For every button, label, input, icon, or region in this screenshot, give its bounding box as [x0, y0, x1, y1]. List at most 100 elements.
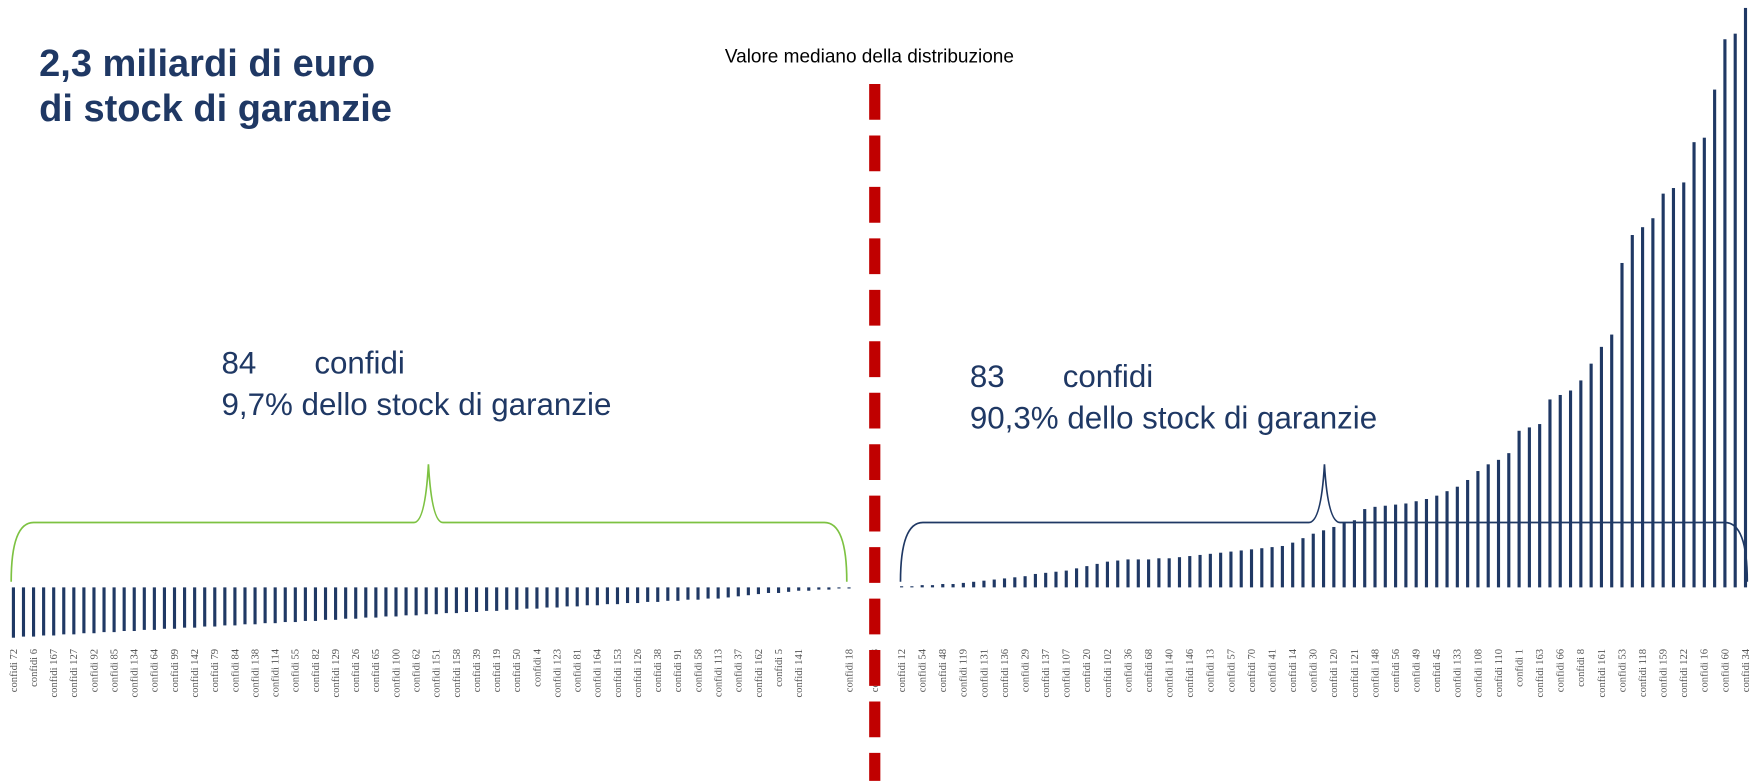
bar: [1126, 559, 1130, 588]
bar: [62, 587, 66, 635]
x-tick-label: confidi 102: [1103, 649, 1114, 698]
x-tick-label: confidi 49: [1412, 649, 1423, 692]
bar: [303, 587, 307, 621]
bar: [454, 587, 458, 614]
bar: [1054, 571, 1058, 588]
bar: [102, 587, 106, 633]
x-tick-label: confidi 123: [552, 649, 563, 698]
x-tick-label: confidi 64: [150, 648, 161, 692]
bar: [293, 587, 297, 623]
bar: [444, 587, 448, 614]
bar: [1538, 424, 1542, 588]
x-tick-label: confidi 54: [918, 648, 929, 692]
median-label: Valore mediano della distribuzione: [725, 47, 1014, 68]
bar: [1435, 495, 1439, 588]
bar: [313, 587, 318, 621]
bar: [92, 587, 96, 634]
x-tick-label: confidi 142: [190, 649, 201, 698]
bar: [736, 587, 740, 597]
bar: [636, 587, 640, 604]
annotation-label: confidi: [314, 346, 405, 381]
x-tick-label: confidi 164: [593, 648, 604, 697]
x-tick-label: confidi 158: [452, 649, 463, 698]
bar: [746, 587, 750, 596]
bar: [1671, 188, 1676, 588]
bar: [756, 587, 760, 595]
x-tick-label: confidi 29: [1020, 649, 1031, 692]
annotation-share: 90,3% dello stock di garanzie: [970, 401, 1377, 436]
x-tick-label: confidi 141: [794, 649, 805, 698]
bar: [787, 587, 791, 592]
x-tick-label: confidi 82: [311, 649, 322, 692]
x-tick-label: confidi 62: [411, 649, 422, 692]
x-tick-label: confidi 133: [1453, 649, 1464, 698]
bar: [535, 587, 539, 609]
bar: [1157, 558, 1161, 588]
bar: [132, 587, 136, 632]
bar: [323, 587, 328, 620]
bar: [797, 587, 801, 591]
x-tick-label: confidi 129: [331, 649, 342, 698]
bar: [1188, 556, 1192, 588]
bar: [344, 587, 348, 619]
x-tick-label: confidi 84: [230, 648, 241, 692]
bar: [1352, 520, 1356, 588]
bar: [1620, 262, 1624, 588]
bar: [766, 587, 771, 593]
bar: [52, 587, 56, 636]
x-tick-label: confidi 66: [1556, 649, 1567, 692]
x-tick-label: confidi 50: [512, 649, 523, 692]
bar: [930, 585, 935, 588]
x-tick-label: confidi 16: [1700, 649, 1711, 692]
bar: [1394, 504, 1398, 588]
x-tick-label: confidi 159: [1659, 649, 1670, 698]
bar: [1630, 235, 1634, 588]
x-tick-label: confidi 137: [1041, 649, 1052, 698]
bar: [223, 587, 227, 626]
bar: [1013, 577, 1017, 588]
bar: [1311, 533, 1315, 588]
x-tick-label: confidi 18: [844, 649, 855, 692]
x-tick-label: confidi 20: [1082, 649, 1093, 692]
x-tick-label: confidi 8: [1576, 649, 1587, 687]
x-tick-label: confidi 85: [109, 649, 120, 692]
x-tick-label: confidi 12: [897, 649, 908, 692]
x-tick-label: confidi 57: [1226, 649, 1237, 692]
x-tick-label: confidi 56: [1391, 649, 1402, 692]
bar: [910, 586, 914, 588]
x-tick-label: confidi 34: [1741, 648, 1752, 692]
bar: [837, 587, 841, 589]
bar: [605, 587, 609, 605]
bar: [505, 587, 509, 610]
bar: [1116, 560, 1120, 588]
annotation-label: confidi: [1063, 359, 1154, 394]
bar: [1208, 553, 1212, 588]
x-tick-label: confidi 120: [1329, 649, 1340, 698]
bar: [1280, 545, 1284, 588]
bar: [1301, 538, 1305, 588]
bar: [646, 587, 650, 602]
bar: [1713, 89, 1717, 588]
x-tick-label: confidi 37: [734, 649, 745, 692]
bar: [142, 587, 146, 630]
x-tick-label: confidi 48: [938, 649, 949, 692]
bar: [565, 587, 569, 607]
x-tick-label: confidi 45: [1432, 649, 1443, 692]
bar: [334, 587, 338, 620]
x-tick-label: confidi 38: [653, 649, 664, 692]
x-tick-label: confidi 65: [371, 649, 382, 692]
bar: [253, 587, 257, 625]
bar: [233, 587, 237, 626]
bar: [464, 587, 469, 612]
bar: [354, 587, 358, 619]
bar: [1363, 509, 1367, 588]
bar: [1445, 491, 1449, 588]
x-tick-label: confidi 162: [754, 649, 765, 698]
x-tick-label: confidi 118: [1638, 649, 1649, 697]
annotation-share: 9,7% dello stock di garanzie: [221, 387, 611, 422]
bar: [827, 587, 831, 590]
bar: [1332, 526, 1336, 588]
bar: [364, 587, 368, 618]
left-brace: [10, 464, 848, 582]
bar: [1373, 506, 1377, 588]
